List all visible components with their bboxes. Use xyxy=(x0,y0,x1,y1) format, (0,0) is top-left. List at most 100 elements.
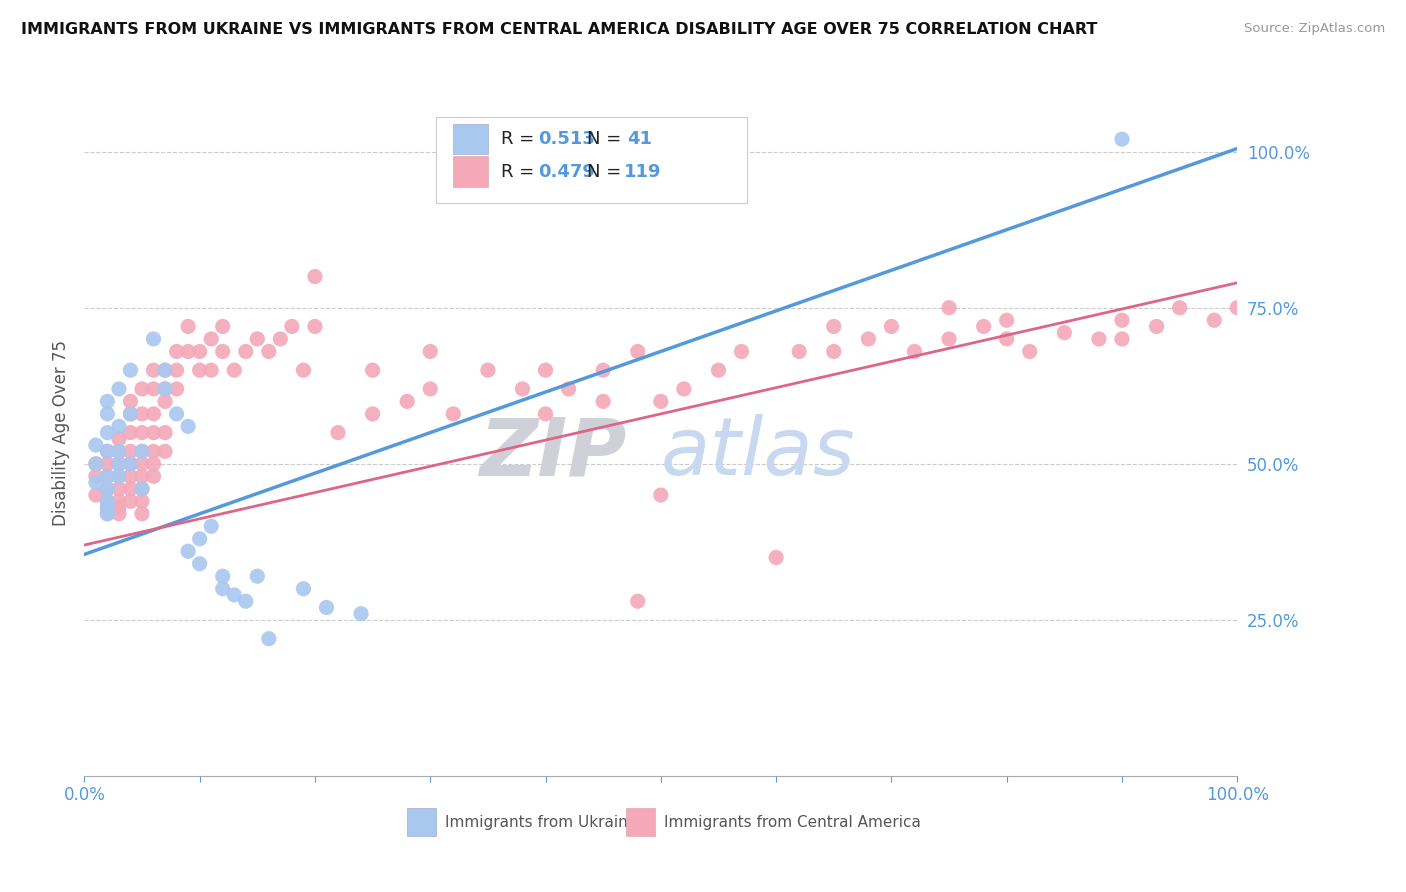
Point xyxy=(973,319,995,334)
Point xyxy=(131,425,153,440)
Point xyxy=(938,332,960,346)
Point xyxy=(96,482,118,496)
Point xyxy=(177,319,200,334)
Point xyxy=(96,494,118,508)
Point xyxy=(108,457,131,471)
Point xyxy=(142,444,165,458)
Point xyxy=(108,494,131,508)
Point xyxy=(153,444,176,458)
Point xyxy=(96,500,118,515)
Point xyxy=(1111,332,1133,346)
Point xyxy=(108,507,131,521)
Text: IMMIGRANTS FROM UKRAINE VS IMMIGRANTS FROM CENTRAL AMERICA DISABILITY AGE OVER 7: IMMIGRANTS FROM UKRAINE VS IMMIGRANTS FR… xyxy=(21,22,1098,37)
Point xyxy=(419,344,441,359)
Point xyxy=(1018,344,1040,359)
Point xyxy=(938,301,960,315)
Point xyxy=(903,344,925,359)
Point xyxy=(477,363,499,377)
Point xyxy=(188,344,211,359)
Point xyxy=(131,407,153,421)
Point xyxy=(142,469,165,483)
Point xyxy=(246,569,269,583)
Point xyxy=(995,313,1018,327)
Point xyxy=(650,488,672,502)
Point xyxy=(650,394,672,409)
Point xyxy=(188,557,211,571)
Point xyxy=(96,507,118,521)
Point xyxy=(153,394,176,409)
Point xyxy=(880,319,903,334)
Text: 41: 41 xyxy=(627,130,652,148)
Point xyxy=(166,382,188,396)
Point xyxy=(1146,319,1168,334)
Point xyxy=(211,319,233,334)
Point xyxy=(108,444,131,458)
Point xyxy=(534,363,557,377)
Point xyxy=(557,382,579,396)
Point xyxy=(707,363,730,377)
Point xyxy=(96,469,118,483)
Point xyxy=(120,469,142,483)
Point xyxy=(235,344,257,359)
Point xyxy=(96,425,118,440)
Point xyxy=(108,432,131,446)
Point xyxy=(153,425,176,440)
Point xyxy=(627,344,650,359)
Point xyxy=(166,363,188,377)
Point xyxy=(995,332,1018,346)
Point xyxy=(361,363,384,377)
Point xyxy=(96,500,118,515)
Point xyxy=(96,444,118,458)
Point xyxy=(120,407,142,421)
Point xyxy=(84,457,107,471)
Point xyxy=(142,332,165,346)
Text: 0.513: 0.513 xyxy=(538,130,596,148)
Point xyxy=(246,332,269,346)
Point xyxy=(84,475,107,490)
Point xyxy=(108,482,131,496)
Point xyxy=(823,319,845,334)
Point xyxy=(142,457,165,471)
Point xyxy=(96,407,118,421)
Point xyxy=(292,363,315,377)
Point xyxy=(166,344,188,359)
Point xyxy=(84,469,107,483)
Point xyxy=(177,544,200,558)
Point xyxy=(153,382,176,396)
Point xyxy=(108,500,131,515)
Point xyxy=(108,382,131,396)
Point xyxy=(96,507,118,521)
Point xyxy=(512,382,534,396)
Point xyxy=(131,482,153,496)
Point xyxy=(153,363,176,377)
Point xyxy=(108,457,131,471)
Point xyxy=(1226,301,1249,315)
Text: atlas: atlas xyxy=(661,414,856,492)
Point xyxy=(361,407,384,421)
Text: ZIP: ZIP xyxy=(479,414,626,492)
Text: 119: 119 xyxy=(624,162,661,180)
Y-axis label: Disability Age Over 75: Disability Age Over 75 xyxy=(52,340,70,525)
Point xyxy=(350,607,373,621)
Point xyxy=(96,469,118,483)
Point xyxy=(787,344,810,359)
Point xyxy=(200,519,222,533)
Point xyxy=(96,394,118,409)
Point xyxy=(131,444,153,458)
Point xyxy=(96,444,118,458)
Point xyxy=(224,588,246,602)
Point xyxy=(131,507,153,521)
Point xyxy=(131,494,153,508)
Point xyxy=(108,444,131,458)
Point xyxy=(108,469,131,483)
Point xyxy=(257,632,280,646)
FancyBboxPatch shape xyxy=(453,123,488,154)
Point xyxy=(200,363,222,377)
Point xyxy=(304,269,326,284)
Point xyxy=(108,419,131,434)
Point xyxy=(120,457,142,471)
Text: 0.479: 0.479 xyxy=(538,162,596,180)
Point xyxy=(292,582,315,596)
Point xyxy=(211,582,233,596)
Point xyxy=(396,394,419,409)
